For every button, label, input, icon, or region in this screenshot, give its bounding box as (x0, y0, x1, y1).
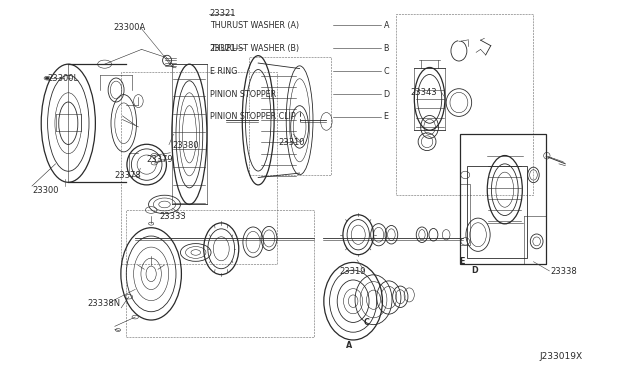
Text: 23300: 23300 (32, 186, 58, 195)
Ellipse shape (45, 77, 49, 79)
Bar (396, 14, 534, 195)
Text: D: D (384, 90, 390, 99)
Text: C: C (384, 67, 389, 76)
Text: THURUST WASHER (A): THURUST WASHER (A) (211, 21, 300, 30)
Text: A: A (384, 21, 389, 30)
Text: C: C (364, 318, 369, 327)
Text: 23310: 23310 (278, 138, 305, 147)
Text: 23333: 23333 (159, 212, 186, 221)
Text: 23338: 23338 (550, 267, 577, 276)
Bar (121, 71, 277, 263)
Text: PINION STOPPER CLIP: PINION STOPPER CLIP (211, 112, 296, 121)
Text: 23379: 23379 (147, 155, 173, 164)
Text: 23343: 23343 (410, 89, 437, 97)
Text: 23378: 23378 (115, 171, 141, 180)
Bar (460, 134, 546, 263)
Bar (467, 166, 527, 258)
Bar (248, 57, 332, 175)
Text: PINION STOPPER: PINION STOPPER (211, 90, 276, 99)
Text: 23338N: 23338N (88, 299, 120, 308)
Bar (460, 184, 470, 245)
Text: 23319: 23319 (339, 267, 365, 276)
Text: 23300A: 23300A (113, 23, 145, 32)
Text: E: E (459, 257, 464, 266)
Text: 23321: 23321 (209, 9, 236, 19)
Text: A: A (346, 341, 352, 350)
Text: J233019X: J233019X (540, 352, 583, 361)
Text: 23380: 23380 (172, 141, 199, 150)
Text: THURUST WASHER (B): THURUST WASHER (B) (211, 44, 300, 53)
Text: 23321: 23321 (209, 44, 236, 53)
Text: E: E (384, 112, 388, 121)
Text: B: B (384, 44, 389, 53)
Bar (125, 210, 314, 337)
Text: 23300L: 23300L (47, 74, 78, 83)
Text: E RING: E RING (211, 67, 238, 76)
Text: D: D (472, 266, 478, 275)
